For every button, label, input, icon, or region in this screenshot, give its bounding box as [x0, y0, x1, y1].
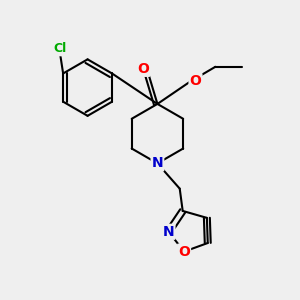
- Text: O: O: [190, 74, 201, 88]
- Text: N: N: [152, 156, 163, 170]
- Text: Cl: Cl: [53, 42, 67, 55]
- Text: O: O: [178, 244, 190, 259]
- Text: O: O: [137, 62, 149, 76]
- Text: N: N: [163, 225, 174, 239]
